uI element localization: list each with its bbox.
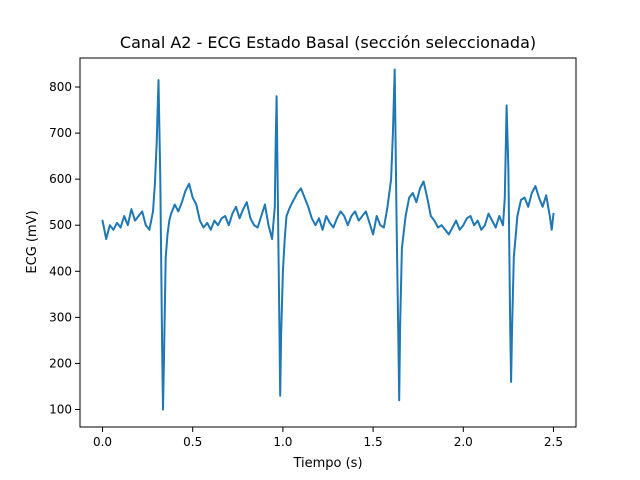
x-tick-label: 1.0 (273, 435, 292, 449)
y-tick-label: 800 (49, 80, 72, 94)
x-axis-ticks: 0.0 0.5 1.0 1.5 2.0 2.5 (93, 427, 563, 449)
y-tick-label: 100 (49, 402, 72, 416)
chart-title: Canal A2 - ECG Estado Basal (sección sel… (120, 33, 536, 52)
ecg-series-line (101, 68, 555, 411)
y-tick-label: 300 (49, 310, 72, 324)
x-axis-label: Tiempo (s) (292, 456, 362, 471)
x-tick-label: 0.5 (183, 435, 202, 449)
plot-area (79, 57, 577, 428)
y-tick-label: 500 (49, 218, 72, 232)
plot-frame (79, 57, 577, 428)
y-axis-label: ECG (mV) (25, 210, 40, 273)
y-tick-label: 700 (49, 126, 72, 140)
x-tick-label: 2.5 (544, 435, 563, 449)
y-tick-label: 400 (49, 264, 72, 278)
y-tick-label: 200 (49, 356, 72, 370)
x-tick-label: 2.0 (454, 435, 473, 449)
y-tick-label: 600 (49, 172, 72, 186)
x-tick-label: 0.0 (93, 435, 112, 449)
y-axis-ticks: 100 200 300 400 500 600 700 800 (49, 80, 80, 416)
x-tick-label: 1.5 (364, 435, 383, 449)
